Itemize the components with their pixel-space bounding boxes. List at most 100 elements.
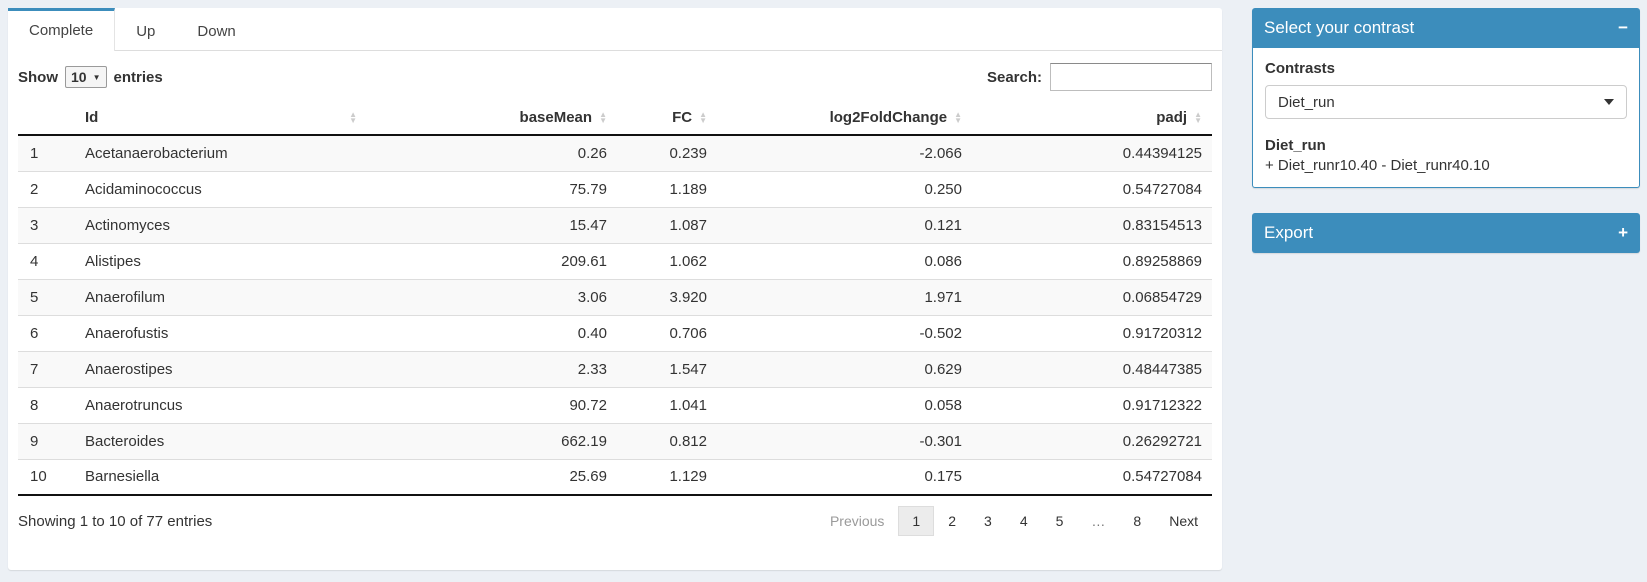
table-row[interactable]: 10 Barnesiella 25.69 1.129 0.175 0.54727… <box>18 458 1212 495</box>
sort-icon[interactable]: ▲ ▼ <box>349 109 357 125</box>
id-cell: Alistipes <box>80 242 367 279</box>
table-row[interactable]: 5 Anaerofilum 3.06 3.920 1.971 0.0685472… <box>18 278 1212 315</box>
pagination: Previous 1 2 3 4 5 … 8 Next <box>816 506 1212 536</box>
contrast-box: Select your contrast − Contrasts Diet_ru… <box>1252 8 1640 188</box>
tab-down[interactable]: Down <box>197 23 236 40</box>
contrast-select[interactable]: Diet_run <box>1265 85 1627 119</box>
id-cell: Anaerofilum <box>80 278 367 315</box>
table-info: Showing 1 to 10 of 77 entries <box>18 512 213 530</box>
contrast-name: Diet_run <box>1265 137 1326 154</box>
collapse-icon[interactable]: − <box>1618 8 1628 48</box>
id-cell: Actinomyces <box>80 206 367 243</box>
pagination-next[interactable]: Next <box>1169 513 1198 529</box>
search-input[interactable] <box>1050 63 1212 91</box>
row-number-cell: 7 <box>18 350 80 387</box>
fc-cell: 0.706 <box>617 314 717 351</box>
row-number-cell: 10 <box>18 458 80 495</box>
basemean-cell: 25.69 <box>367 458 617 495</box>
search-control: Search: <box>987 63 1212 91</box>
table-controls: Show 10 ▼ entries Search: <box>18 63 1212 91</box>
export-box-title: Export <box>1264 223 1314 242</box>
table-row[interactable]: 1 Acetanaerobacterium 0.26 0.239 -2.066 … <box>18 135 1212 171</box>
tab-complete[interactable]: Complete <box>8 8 116 51</box>
sort-icon[interactable]: ▲ ▼ <box>699 109 707 125</box>
id-cell: Anaerotruncus <box>80 386 367 423</box>
sort-icon[interactable]: ▲ ▼ <box>599 109 607 125</box>
show-label: Show <box>18 68 58 86</box>
export-box: Export + <box>1252 213 1640 253</box>
id-cell: Acidaminococcus <box>80 170 367 207</box>
column-header-padj[interactable]: padj ▲ ▼ <box>972 101 1212 136</box>
export-box-header[interactable]: Export + <box>1252 213 1640 253</box>
expand-icon[interactable]: + <box>1618 213 1628 253</box>
id-cell: Acetanaerobacterium <box>85 144 228 162</box>
pagination-ellipsis: … <box>1091 513 1106 529</box>
log2foldchange-cell: 0.086 <box>717 242 972 279</box>
row-number-cell: 4 <box>18 242 80 279</box>
fc-cell: 1.189 <box>617 170 717 207</box>
column-label: FC <box>672 109 693 126</box>
fc-cell: 0.812 <box>617 422 717 459</box>
basemean-cell: 209.61 <box>367 242 617 279</box>
pagination-page-1[interactable]: 1 <box>898 506 935 536</box>
log2foldchange-cell: 0.121 <box>717 206 972 243</box>
padj-cell: 0.06854729 <box>972 278 1212 315</box>
table-row[interactable]: 4 Alistipes 209.61 1.062 0.086 0.8925886… <box>18 242 1212 279</box>
contrast-box-body: Contrasts Diet_run Diet_run + Diet_runr1… <box>1252 48 1640 188</box>
basemean-cell: 662.19 <box>367 422 617 459</box>
pagination-page-8[interactable]: 8 <box>1133 513 1142 529</box>
sort-icon[interactable]: ▲ ▼ <box>1194 109 1202 125</box>
column-header-fc[interactable]: FC ▲ ▼ <box>617 101 717 136</box>
padj-cell: 0.89258869 <box>972 242 1212 279</box>
column-header-id[interactable]: Id ▲ ▼ <box>80 101 367 136</box>
fc-cell: 3.920 <box>617 278 717 315</box>
table-row[interactable]: 3 Actinomyces 15.47 1.087 0.121 0.831545… <box>18 206 1212 243</box>
basemean-cell: 3.06 <box>367 278 617 315</box>
table-row[interactable]: 8 Anaerotruncus 90.72 1.041 0.058 0.9171… <box>18 386 1212 423</box>
table-body: 1 Acetanaerobacterium 0.26 0.239 -2.066 … <box>18 135 1212 495</box>
row-number-cell: 3 <box>18 206 80 243</box>
table-row[interactable]: 2 Acidaminococcus 75.79 1.189 0.250 0.54… <box>18 170 1212 207</box>
pagination-page-4[interactable]: 4 <box>1019 513 1028 529</box>
column-header-rownum <box>18 101 80 136</box>
contrast-box-header: Select your contrast − <box>1252 8 1640 48</box>
padj-cell: 0.83154513 <box>972 206 1212 243</box>
padj-cell: 0.54727084 <box>972 170 1212 207</box>
column-label: baseMean <box>519 109 593 126</box>
results-card: Complete Up Down Show 10 ▼ entries Searc… <box>8 8 1222 570</box>
table-row[interactable]: 7 Anaerostipes 2.33 1.547 0.629 0.484473… <box>18 350 1212 387</box>
fc-cell: 1.041 <box>617 386 717 423</box>
pagination-page-5[interactable]: 5 <box>1055 513 1064 529</box>
padj-cell: 0.91712322 <box>972 386 1212 423</box>
basemean-cell: 15.47 <box>367 206 617 243</box>
table-footer: Showing 1 to 10 of 77 entries Previous 1 2… <box>18 506 1212 536</box>
padj-cell: 0.48447385 <box>972 350 1212 387</box>
log2foldchange-cell: 0.175 <box>717 458 972 495</box>
padj-cell: 0.54727084 <box>972 458 1212 495</box>
padj-cell: 0.44394125 <box>1122 144 1202 162</box>
basemean-cell: 90.72 <box>367 386 617 423</box>
log2foldchange-cell: 0.629 <box>717 350 972 387</box>
sort-icon[interactable]: ▲ ▼ <box>954 109 962 125</box>
table-row[interactable]: 6 Anaerofustis 0.40 0.706 -0.502 0.91720… <box>18 314 1212 351</box>
page-length-select[interactable]: 10 ▼ <box>65 66 107 88</box>
column-label: log2FoldChange <box>829 109 948 126</box>
pagination-page-2[interactable]: 2 <box>948 513 957 529</box>
basemean-cell: 75.79 <box>367 170 617 207</box>
results-table: Id ▲ ▼ baseMean ▲ ▼ FC ▲ ▼ <box>18 101 1212 496</box>
column-header-log2foldchange[interactable]: log2FoldChange ▲ ▼ <box>717 101 972 136</box>
tab-up[interactable]: Up <box>136 23 156 40</box>
row-number-cell: 1 <box>30 144 39 162</box>
fc-cell: 1.087 <box>617 206 717 243</box>
padj-cell: 0.91720312 <box>972 314 1212 351</box>
table-row[interactable]: 9 Bacteroides 662.19 0.812 -0.301 0.2629… <box>18 422 1212 459</box>
column-header-basemean[interactable]: baseMean ▲ ▼ <box>367 101 617 136</box>
contrast-formula: + Diet_runr10.40 - Diet_runr40.10 <box>1265 157 1490 174</box>
contrasts-label: Contrasts <box>1265 60 1336 77</box>
pagination-page-3[interactable]: 3 <box>984 513 992 529</box>
padj-cell: 0.26292721 <box>972 422 1212 459</box>
tab-bar: Complete Up Down <box>8 8 1222 51</box>
basemean-cell: 0.26 <box>577 144 607 162</box>
page-length-control: Show 10 ▼ entries <box>18 66 163 88</box>
column-label: padj <box>1156 109 1188 126</box>
